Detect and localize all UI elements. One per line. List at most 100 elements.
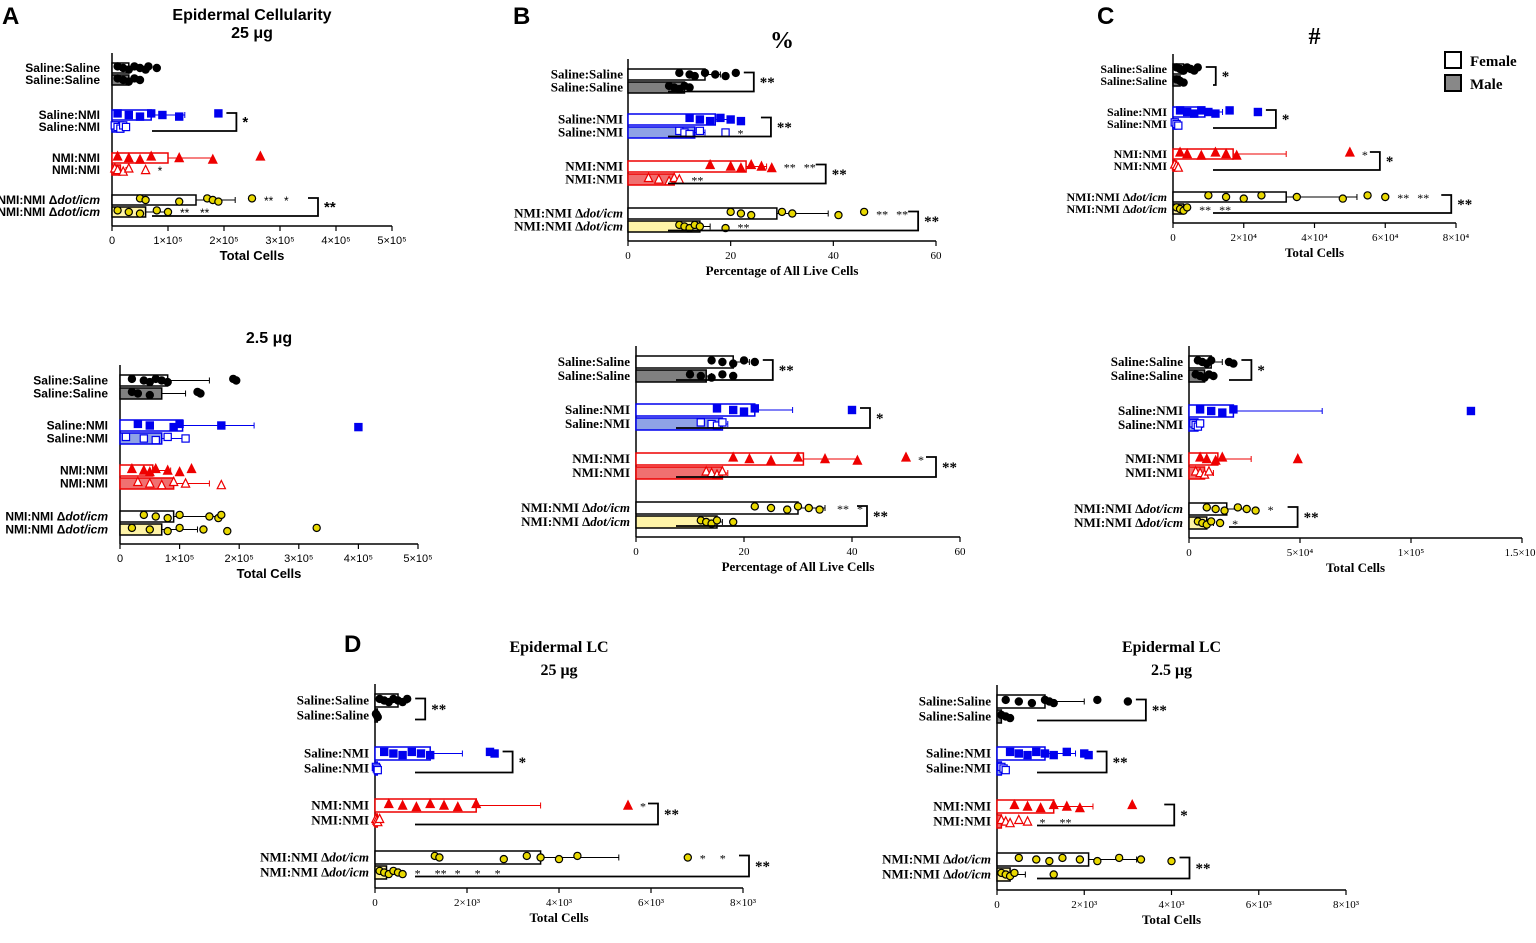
data-point [729, 517, 738, 527]
data-point [207, 153, 218, 164]
x-tick-label: 5×10⁵ [377, 235, 406, 247]
data-point [726, 207, 735, 217]
data-point [1014, 697, 1024, 706]
significance-star: ** [1397, 191, 1409, 205]
x-tick-label: 3×10⁵ [284, 553, 313, 565]
significance-star: ** [738, 221, 750, 235]
x-tick-label: 8×10³ [730, 897, 757, 909]
data-point [1344, 146, 1355, 157]
x-tick-label: 3×10⁵ [265, 235, 294, 247]
chart-subtitle: 2.5 μg [1151, 662, 1192, 679]
chart-C_bottom: 0 5×10⁴ 1×10⁵ 1.5×10⁵ Total Cells Saline:Sali… [1074, 346, 1536, 575]
category-label: NMI:NMI Δdot/icm [0, 193, 100, 207]
significance-star: * [918, 453, 924, 467]
x-tick-label: 2×10⁵ [209, 235, 238, 247]
significance-bracket [1213, 194, 1453, 214]
category-label: Saline:Saline [33, 374, 108, 388]
category-label: NMI:NMI [572, 451, 630, 466]
category-label: NMI:NMI [52, 163, 100, 177]
x-tick-label: 6×10³ [1246, 899, 1273, 911]
data-point [1174, 121, 1183, 130]
category-label: Saline:Saline [1100, 62, 1167, 76]
data-point [1225, 106, 1234, 115]
category-label: Saline:Saline [25, 73, 100, 87]
category-label: Saline:NMI [565, 416, 630, 431]
data-point [383, 797, 394, 809]
x-tick-label: 2×10⁵ [225, 553, 254, 565]
data-point [217, 510, 226, 520]
category-label: NMI:NMI Δdot/icm [882, 867, 991, 882]
data-point [804, 503, 814, 513]
category-label: Saline:NMI [926, 746, 991, 761]
data-point [398, 869, 407, 879]
data-point [731, 68, 741, 78]
data-point [1014, 749, 1024, 758]
significance-star: ** [1417, 191, 1429, 205]
data-point [425, 797, 436, 809]
category-label: Saline:NMI [1107, 105, 1167, 119]
data-point [312, 523, 321, 533]
category-label: Saline:NMI [39, 120, 100, 134]
data-point [1032, 747, 1041, 757]
x-tick-label: 4×10⁴ [1301, 232, 1328, 244]
category-label: Saline:NMI [565, 402, 630, 417]
legend: Female Male [1444, 51, 1517, 93]
category-label: Saline:Saline [551, 67, 623, 82]
data-point [181, 434, 190, 443]
data-point [756, 160, 767, 171]
x-axis-label: Total Cells [237, 566, 302, 581]
category-label-italic: dot/icm [1130, 202, 1167, 216]
x-axis-label: Percentage of All Live Cells [722, 559, 875, 574]
data-point [113, 109, 122, 118]
category-label: NMI:NMI [933, 799, 991, 814]
data-point [1032, 855, 1041, 864]
category-label: NMI:NMI Δdot/icm [521, 500, 630, 515]
x-tick-label: 20 [725, 250, 737, 262]
data-point [788, 209, 797, 218]
significance-star: * [1268, 503, 1274, 517]
significance-bracket [415, 802, 659, 826]
data-point [140, 164, 151, 175]
data-point [712, 404, 722, 413]
data-point [1195, 405, 1205, 414]
x-tick-label: 5×10⁴ [1287, 547, 1314, 559]
data-point [1040, 749, 1050, 758]
data-point [1201, 453, 1212, 464]
data-point [815, 505, 824, 514]
data-point [1206, 406, 1216, 416]
data-point [750, 404, 760, 413]
significance-star: ** [804, 161, 816, 175]
data-point [490, 749, 499, 758]
data-point [739, 356, 749, 365]
data-point [223, 526, 232, 536]
data-point [1215, 518, 1225, 528]
category-label: NMI:NMI [933, 814, 991, 829]
category-label: Saline:NMI [558, 125, 623, 140]
data-point [1045, 856, 1054, 866]
significance-star: * [455, 867, 461, 881]
category-label: NMI:NMI [565, 159, 623, 174]
significance-bracket [676, 505, 868, 527]
x-tick-label: 2×10³ [454, 897, 481, 909]
data-point [1211, 109, 1220, 118]
data-point [1182, 203, 1192, 212]
data-point [151, 512, 160, 521]
data-point [522, 851, 532, 861]
data-point [121, 122, 131, 132]
category-label: Saline:Saline [297, 693, 369, 708]
category-label-italic: dot/icm [329, 850, 369, 865]
category-label-italic: dot/icm [329, 865, 369, 880]
bracket-significance-label: ** [1304, 510, 1319, 526]
data-point [729, 371, 738, 381]
data-point [144, 477, 155, 488]
x-tick-label: 1×10⁵ [1398, 547, 1425, 559]
bracket-significance-label: * [1386, 154, 1394, 170]
category-label-italic: dot/icm [65, 523, 108, 537]
significance-star: * [720, 852, 726, 866]
data-point [622, 799, 634, 810]
category-label: NMI:NMI [311, 798, 369, 813]
data-point [725, 160, 736, 171]
data-point [134, 153, 146, 164]
